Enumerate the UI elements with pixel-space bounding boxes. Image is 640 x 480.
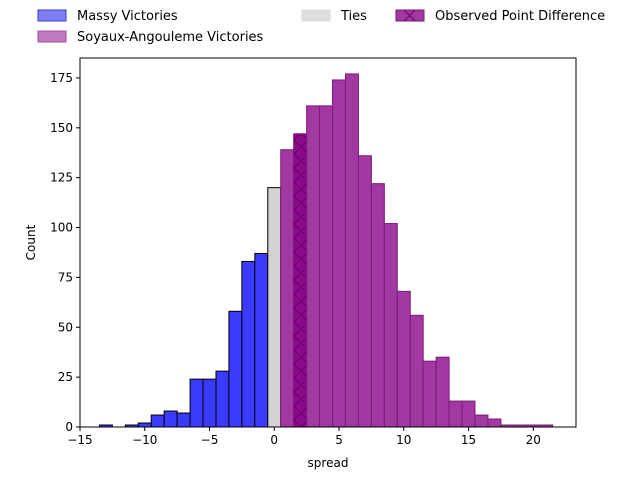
legend-label: Soyaux-Angouleme Victories — [77, 30, 264, 45]
legend-entry-massy: Massy Victories — [37, 9, 178, 24]
y-tick-label: 175 — [50, 71, 73, 85]
bar-soyaux — [487, 418, 502, 428]
legend-hatch — [403, 9, 416, 22]
y-tick-label: 50 — [58, 320, 73, 334]
legend-swatch — [37, 30, 67, 43]
x-tick-label: −5 — [201, 433, 219, 447]
bar-massy — [254, 252, 269, 428]
y-tick-label: 100 — [50, 221, 73, 235]
y-tick-label: 150 — [50, 121, 73, 135]
bar-massy — [241, 260, 256, 428]
legend: Massy Victories Soyaux-Angouleme Victorie… — [37, 9, 605, 45]
bar-soyaux — [344, 73, 359, 428]
bar-massy — [215, 370, 230, 428]
y-tick-label: 25 — [58, 370, 73, 384]
bar-massy — [228, 310, 243, 428]
bar-massy — [189, 378, 204, 428]
bar-observed-hatch — [293, 133, 307, 427]
plot-area: −15 −10 −5 0 5 10 15 20 0 25 50 75 100 125 150 175 sprea… — [24, 57, 577, 470]
bar-soyaux — [280, 149, 295, 428]
bar-ties — [267, 187, 282, 428]
bar-soyaux — [474, 414, 489, 428]
bar-soyaux — [319, 105, 334, 428]
bar-soyaux — [306, 105, 321, 428]
legend-label: Observed Point Difference — [435, 9, 605, 24]
bar-soyaux — [422, 360, 437, 428]
x-axis-label: spread — [308, 456, 349, 470]
x-tick-label: 0 — [270, 433, 278, 447]
bar-soyaux — [383, 223, 398, 428]
x-tick-label: −10 — [132, 433, 157, 447]
legend-swatch — [37, 9, 67, 22]
axes-frame — [79, 57, 577, 428]
bar-massy — [163, 410, 178, 428]
legend-entry-ties: Ties — [301, 9, 367, 24]
bar-soyaux — [332, 79, 346, 428]
bar-massy — [202, 378, 217, 428]
legend-label: Massy Victories — [77, 9, 178, 24]
y-tick-label: 0 — [65, 420, 73, 434]
bar-soyaux — [448, 400, 463, 428]
bar-massy — [176, 412, 191, 428]
bar-soyaux — [409, 314, 424, 428]
x-tick-label: 15 — [461, 433, 476, 447]
bar-massy — [150, 414, 165, 428]
x-tick-label: 5 — [335, 433, 343, 447]
y-tick-label: 125 — [50, 171, 73, 185]
y-tick-label: 75 — [58, 270, 73, 284]
bar-soyaux — [357, 155, 372, 428]
legend-label: Ties — [340, 9, 367, 24]
bar-soyaux — [461, 400, 476, 428]
bar-soyaux — [435, 356, 450, 428]
bar-soyaux — [370, 183, 385, 428]
x-tick-label: 20 — [526, 433, 541, 447]
bar-soyaux — [396, 290, 411, 428]
legend-entry-soyaux: Soyaux-Angouleme Victories — [37, 30, 264, 45]
legend-swatch — [301, 9, 331, 22]
bar-massy — [137, 422, 152, 428]
x-tick-label: 10 — [396, 433, 411, 447]
x-tick-label: −15 — [67, 433, 92, 447]
y-axis-label: Count — [24, 224, 38, 260]
legend-entry-observed: Observed Point Difference — [395, 9, 605, 24]
